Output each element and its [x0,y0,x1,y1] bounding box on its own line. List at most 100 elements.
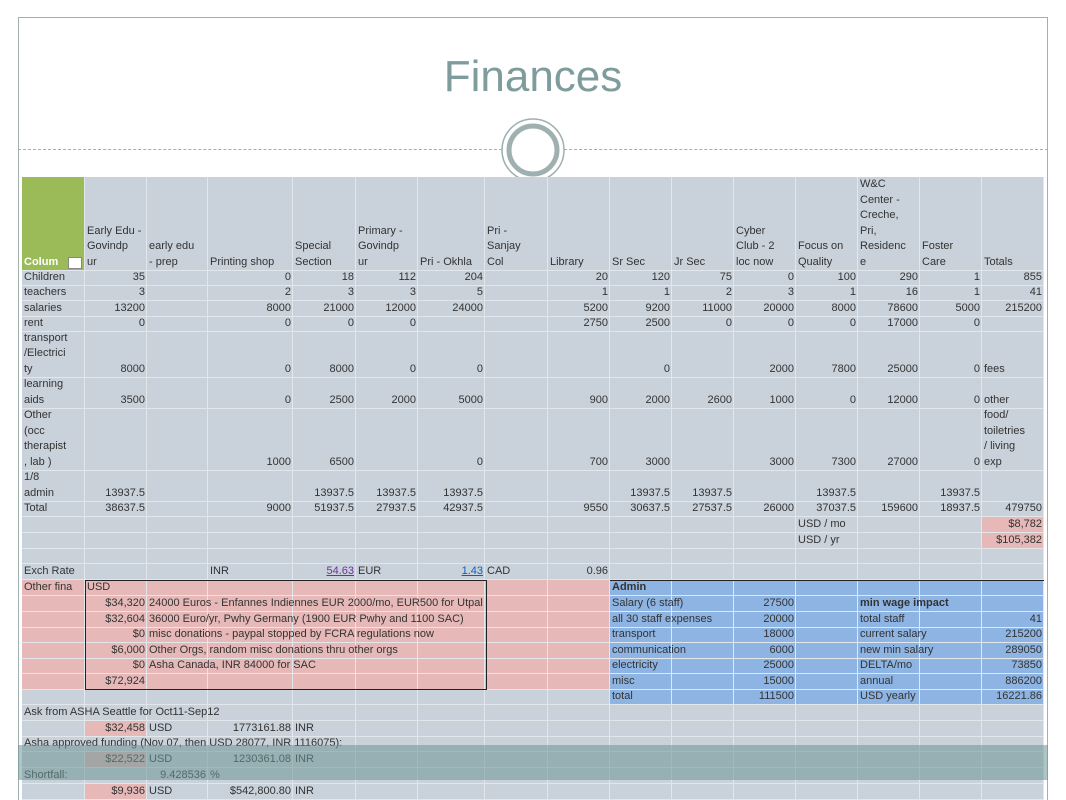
cell [672,580,734,596]
cell [610,705,672,721]
cell [796,301,858,317]
cell [920,628,982,643]
cell-text: 0 [973,455,980,468]
cell [548,612,610,628]
cell [485,502,548,517]
cell-text: 8000 [266,301,291,314]
cell-text: 2000 [391,393,416,406]
cell [548,271,610,286]
cell [85,471,147,502]
cell-text: 21000 [323,301,354,314]
cell-text: 290 [899,270,918,283]
cell-text: 3 [138,285,145,298]
cell-text: $542,800.80 [229,784,291,797]
cell [147,517,208,533]
cell [982,596,1044,612]
cell [293,612,356,628]
cell-text: 13937.5 [940,486,980,499]
cell-text: 30637.5 [630,501,670,514]
cell [858,659,920,674]
cell-text: 0 [849,316,856,329]
cell [356,409,418,471]
cell [485,471,548,502]
cell [356,580,418,596]
cell [610,596,672,612]
cell [796,317,858,332]
cell-text: communication [612,643,686,656]
cell-text: 75 [719,270,732,283]
cell-text: 2500 [645,316,670,329]
cell [418,659,485,674]
cell [22,502,85,517]
cell [672,643,734,659]
cell [485,409,548,471]
cell-text: 0 [973,362,980,375]
cell-text: DELTA/mo [860,658,913,671]
cell-text: 0 [663,362,670,375]
cell-text: 27000 [887,455,918,468]
cell [418,317,485,332]
cell [548,378,610,409]
cell [293,564,356,580]
cell [610,409,672,471]
cell [610,643,672,659]
cell-text: 0 [725,316,732,329]
cell [796,690,858,705]
cell [147,628,208,643]
cell [920,271,982,286]
cell [734,286,796,301]
cell-text: 9550 [583,501,608,514]
cell-text: 27537.5 [692,501,732,514]
cell-text: 5 [476,285,483,298]
cell [147,533,208,549]
cell [147,564,208,580]
cell-text: $105,382 [996,533,1042,546]
cell-text: 37037.5 [816,501,856,514]
cell [858,549,920,564]
cell [610,659,672,674]
cell [418,502,485,517]
cell [418,332,485,378]
cell [796,378,858,409]
cell [610,317,672,332]
header-text: Totals [984,255,1013,268]
cell-text: CAD [487,564,511,577]
cell-text: 20000 [763,612,794,625]
cell-text: 27937.5 [376,501,416,514]
cell [85,643,147,659]
cell [293,533,356,549]
cell [734,517,796,533]
cell [85,301,147,317]
cell [734,317,796,332]
cell [548,628,610,643]
cell [418,471,485,502]
cell [982,549,1044,564]
cell-text: 13937.5 [443,486,483,499]
cell [610,517,672,533]
cell [982,317,1044,332]
cell-text: 855 [1023,270,1042,283]
header-cell [920,177,982,271]
cell [418,301,485,317]
cell [208,517,293,533]
cell-text: 1000 [769,393,794,406]
cell [85,271,147,286]
cell [485,705,548,721]
cell [548,564,610,580]
cell [734,659,796,674]
cell [796,612,858,628]
cell [796,286,858,301]
cell [356,690,418,705]
cell [982,705,1044,721]
cell [356,564,418,580]
cell [293,502,356,517]
cell [672,612,734,628]
cell [22,784,85,800]
cell-text: 0 [284,316,291,329]
cell-text: 16221.86 [996,689,1042,702]
cell-text: USD / mo [798,517,846,530]
cell [208,533,293,549]
cell [982,378,1044,409]
cell [920,596,982,612]
cell [22,705,85,721]
